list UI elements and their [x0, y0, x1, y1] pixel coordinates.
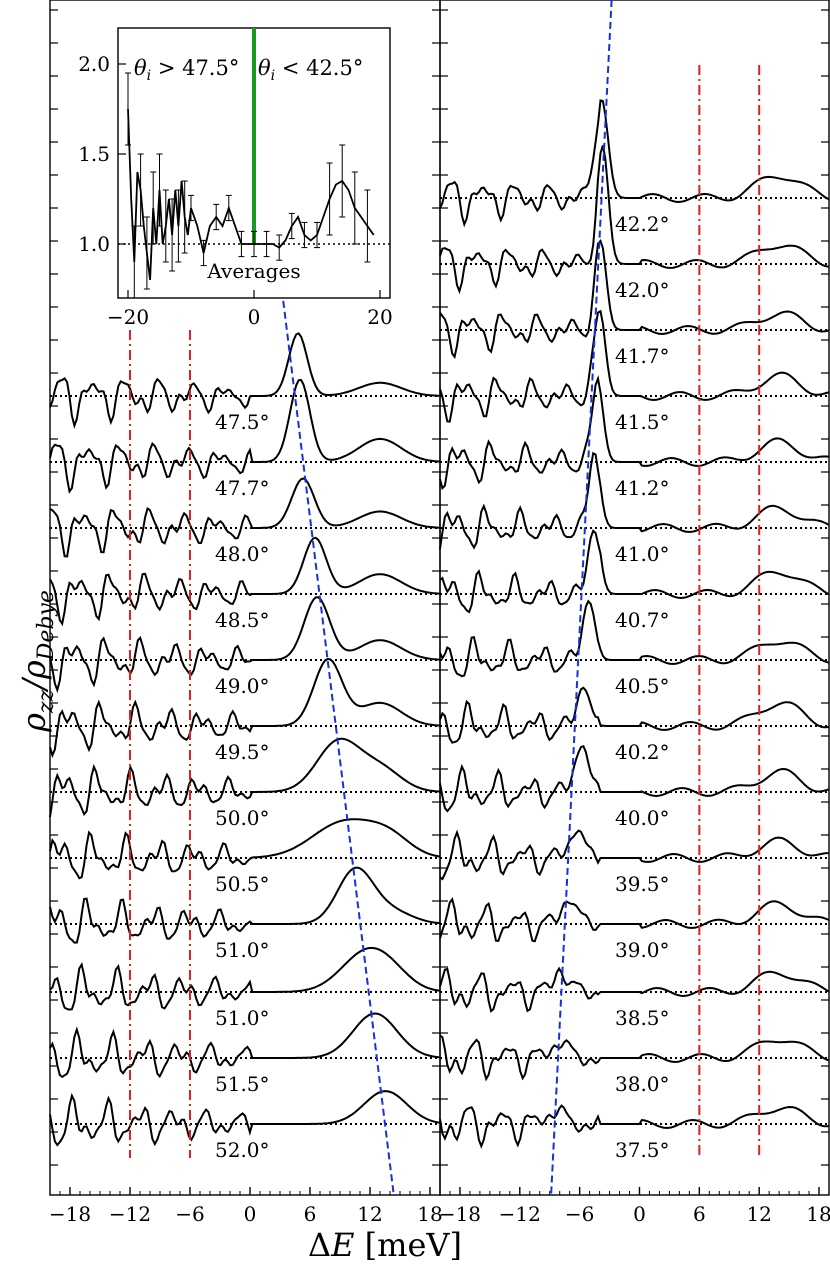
series-line — [439, 145, 830, 295]
series-line — [439, 99, 830, 228]
panel-frame — [439, 0, 830, 1196]
series-label: 41.5° — [615, 410, 670, 434]
series-line — [49, 818, 441, 880]
series-line — [49, 378, 441, 494]
series-line — [49, 657, 441, 759]
series-label: 38.0° — [615, 1072, 670, 1096]
series-label: 51.5° — [215, 1072, 270, 1096]
series-line — [49, 1012, 441, 1079]
series-line — [439, 599, 830, 678]
x-tick-label: −18 — [439, 1202, 481, 1226]
series-line — [49, 946, 441, 1011]
x-tick-label: 6 — [693, 1202, 706, 1226]
series-label: 40.5° — [615, 674, 670, 698]
y-axis-label: ρzz/ρDebye — [15, 590, 59, 733]
series-line — [49, 737, 441, 818]
series-line — [49, 477, 441, 558]
series-line — [439, 1104, 830, 1149]
series-label: 40.2° — [615, 740, 670, 764]
x-tick-label: −18 — [49, 1202, 91, 1226]
series-label: 37.5° — [615, 1138, 670, 1162]
x-tick-label: 0 — [244, 1202, 257, 1226]
series-label: 39.5° — [615, 872, 670, 896]
series-label: 47.5° — [215, 410, 270, 434]
inset-x-tick-label: −20 — [107, 305, 149, 329]
right-panel: 42.2° 42.0° 41.7° 41.5° 41.2° 41.0° 40.7° 40.5°… — [439, 0, 830, 1226]
x-tick-label: 18 — [806, 1202, 830, 1226]
series-label: 41.2° — [615, 476, 670, 500]
inset-panel: 1.0 1.5 2.0 −20 0 20 θi > 47.5° θi < 42.5° Avera… — [78, 27, 393, 329]
peak-trend-line — [550, 0, 613, 1196]
series-label: 40.7° — [615, 608, 670, 632]
series-line — [439, 744, 830, 813]
inset-x-tick-label: 0 — [248, 305, 261, 329]
series-label: 40.0° — [615, 806, 670, 830]
series-label: 42.0° — [615, 278, 670, 302]
series-line — [49, 1090, 441, 1147]
series-line — [49, 596, 441, 694]
x-tick-label: 18 — [417, 1202, 442, 1226]
series-label: 41.7° — [615, 344, 670, 368]
peak-trend-line — [280, 289, 395, 1196]
inset-x-tick-label: 20 — [367, 305, 392, 329]
series-line — [439, 966, 830, 1013]
series-line — [439, 238, 830, 360]
x-tick-label: −6 — [175, 1202, 204, 1226]
series-label: 48.0° — [215, 542, 270, 566]
series-line — [439, 829, 829, 881]
inset-annotation: θi < 42.5° — [258, 56, 363, 84]
inset-average-line — [127, 108, 375, 281]
left-panel: 47.5° 47.7° 48.0° 48.5° 49.0° 49.5° 50.0° 50.5°… — [49, 0, 443, 1226]
series-label: 47.7° — [215, 476, 270, 500]
series-line — [439, 1034, 830, 1082]
series-line — [439, 375, 830, 491]
series-line — [439, 451, 830, 550]
series-label: 50.0° — [215, 806, 270, 830]
series-label: 49.5° — [215, 740, 270, 764]
x-tick-label: −12 — [499, 1202, 541, 1226]
inset-y-tick-label: 1.0 — [78, 232, 110, 256]
series-label: 39.0° — [615, 938, 670, 962]
series-line — [439, 897, 830, 943]
series-line — [439, 529, 830, 614]
series-label: 51.0° — [215, 938, 270, 962]
inset-y-tick-label: 1.5 — [78, 142, 110, 166]
series-label: 52.0° — [215, 1138, 270, 1162]
series-label: 48.5° — [215, 608, 270, 632]
x-tick-label: 6 — [304, 1202, 317, 1226]
series-label: 42.2° — [615, 212, 670, 236]
inset-y-tick-label: 2.0 — [78, 52, 110, 76]
series-label: 38.5° — [615, 1006, 670, 1030]
x-tick-label: 12 — [357, 1202, 382, 1226]
inset-label: Averages — [206, 259, 300, 283]
inset-annotation: θi > 47.5° — [134, 56, 239, 84]
x-tick-label: 12 — [746, 1202, 771, 1226]
x-axis-label: ΔE [meV] — [308, 1226, 462, 1264]
series-line — [439, 686, 830, 744]
x-tick-label: −6 — [565, 1202, 594, 1226]
series-line — [49, 866, 441, 944]
series-label: 51.0° — [215, 1006, 270, 1030]
series-label: 41.0° — [615, 542, 670, 566]
x-tick-label: 0 — [633, 1202, 646, 1226]
series-line — [49, 536, 441, 627]
series-line — [49, 332, 441, 430]
x-tick-label: −12 — [109, 1202, 151, 1226]
series-label: 50.5° — [215, 872, 270, 896]
series-label: 49.0° — [215, 674, 270, 698]
series-line — [439, 309, 830, 423]
